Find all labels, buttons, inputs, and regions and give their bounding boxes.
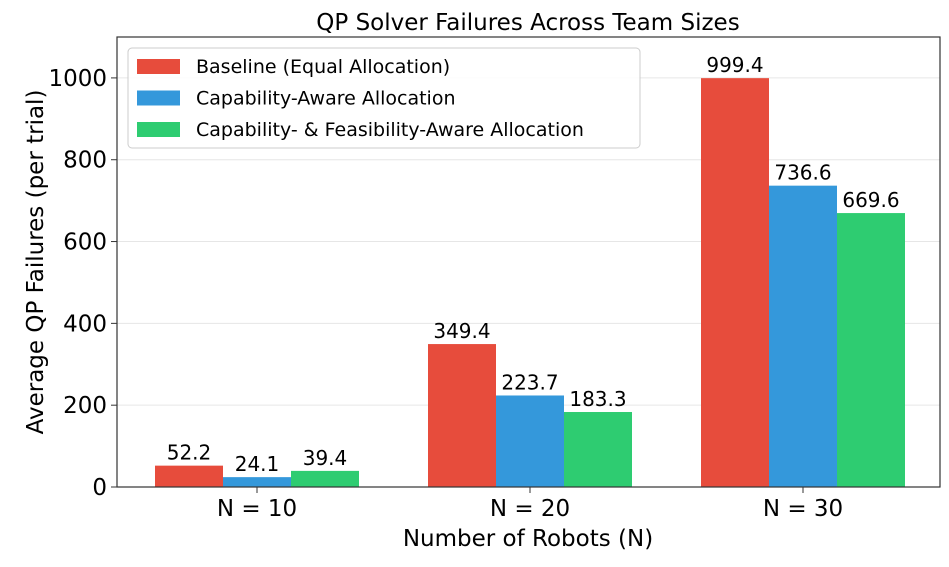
bar-value-label: 183.3: [569, 387, 626, 411]
y-axis-ticks: 0 200 400 600 800 1000: [48, 66, 117, 501]
x-tick-label: N = 20: [490, 496, 570, 522]
bar: [564, 412, 632, 487]
bar-value-label: 736.6: [774, 161, 831, 185]
x-axis-ticks: N = 10 N = 20 N = 30: [217, 487, 843, 522]
legend-swatch: [137, 59, 180, 74]
x-tick-label: N = 10: [217, 496, 297, 522]
x-tick-label: N = 30: [763, 496, 843, 522]
bar-value-label: 24.1: [235, 452, 280, 476]
bar-value-label: 39.4: [303, 446, 348, 470]
legend-box: [127, 47, 641, 149]
y-tick-label: 0: [92, 475, 107, 501]
data-labels: 52.2 24.1 39.4 349.4 223.7 183.3 999.4 736.6 669…: [167, 53, 900, 476]
bar: [769, 185, 837, 487]
legend-label: Baseline (Equal Allocation): [196, 56, 450, 78]
chart-title: QP Solver Failures Across Team Sizes: [316, 10, 739, 36]
bars: [155, 78, 905, 488]
y-tick-label: 200: [63, 393, 107, 419]
legend: Baseline (Equal Allocation) Capability-Aw…: [127, 47, 641, 149]
y-tick-label: 800: [63, 148, 107, 174]
x-axis-label: Number of Robots (N): [403, 526, 653, 552]
y-tick-label: 400: [63, 311, 107, 337]
bar: [837, 213, 905, 487]
bar-value-label: 52.2: [167, 441, 212, 465]
legend-label: Capability- & Feasibility-Aware Allocati…: [196, 119, 584, 141]
bar: [428, 344, 496, 487]
bar: [155, 465, 223, 487]
bar-value-label: 999.4: [706, 53, 763, 77]
legend-swatch: [137, 90, 180, 106]
bar-value-label: 349.4: [433, 319, 490, 343]
plot-frame: [116, 36, 941, 488]
legend-swatch: [137, 122, 180, 137]
bar: [496, 395, 564, 487]
bar-value-label: 223.7: [501, 370, 558, 394]
legend-label: Capability-Aware Allocation: [196, 88, 456, 110]
y-tick-label: 1000: [48, 66, 107, 92]
bar: [291, 470, 359, 487]
bar-value-label: 669.6: [842, 188, 899, 212]
bar: [701, 78, 769, 488]
y-tick-label: 600: [63, 230, 107, 256]
bar: [223, 477, 291, 487]
y-axis-label: Average QP Failures (per trial): [23, 90, 49, 435]
